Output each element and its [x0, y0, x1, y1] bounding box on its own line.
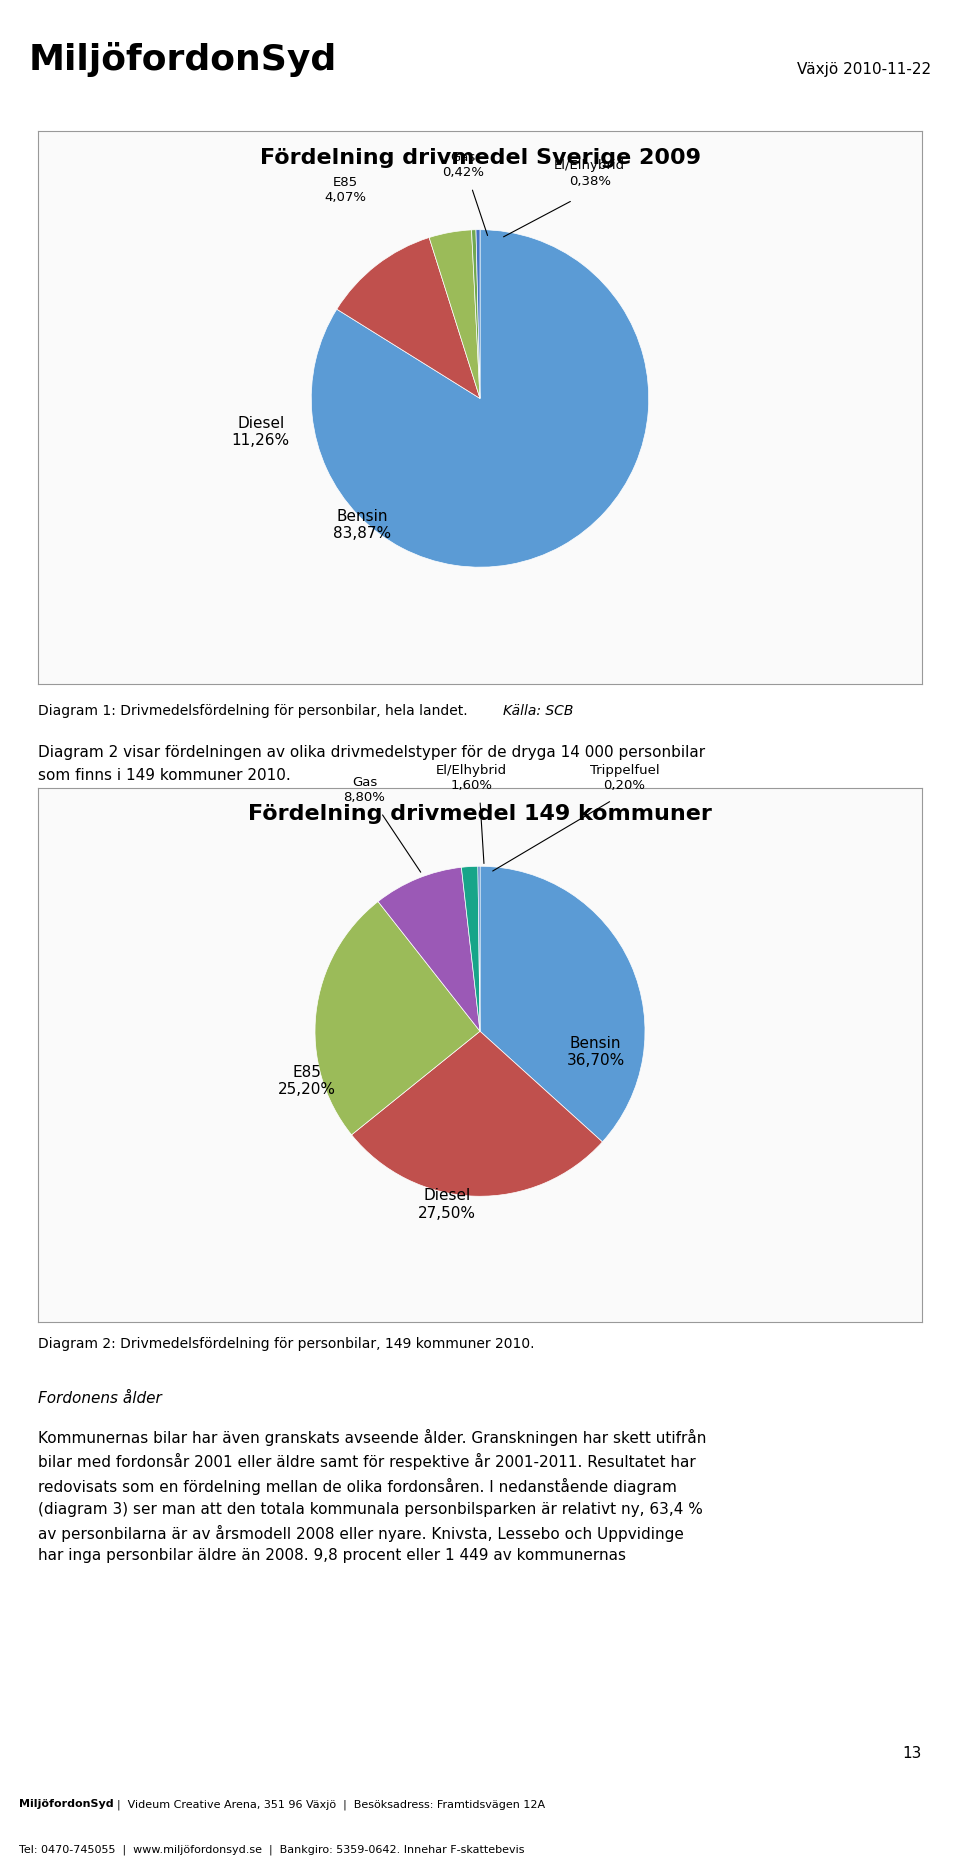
Text: Tel: 0470-745055  |  www.miljöfordonsyd.se  |  Bankgiro: 5359-0642. Innehar F-sk: Tel: 0470-745055 | www.miljöfordonsyd.se…: [19, 1845, 525, 1854]
Wedge shape: [471, 231, 480, 398]
Text: Gas
0,42%: Gas 0,42%: [443, 152, 484, 178]
Text: Diagram 2 visar fördelningen av olika drivmedelstyper för de dryga 14 000 person: Diagram 2 visar fördelningen av olika dr…: [38, 744, 706, 782]
Text: MiljöfordonSyd: MiljöfordonSyd: [29, 43, 337, 77]
Wedge shape: [480, 866, 645, 1142]
Wedge shape: [462, 866, 480, 1031]
Text: Fördelning drivmedel Sverige 2009: Fördelning drivmedel Sverige 2009: [259, 148, 701, 169]
Text: E85
25,20%: E85 25,20%: [277, 1065, 336, 1097]
Text: El/Elhybrid
1,60%: El/Elhybrid 1,60%: [436, 763, 507, 791]
Text: Bensin
83,87%: Bensin 83,87%: [333, 508, 391, 542]
Wedge shape: [478, 866, 480, 1031]
Text: Diesel
11,26%: Diesel 11,26%: [231, 416, 290, 448]
Wedge shape: [429, 231, 480, 398]
Text: Diagram 1: Drivmedelsfördelning för personbilar, hela landet.: Diagram 1: Drivmedelsfördelning för pers…: [38, 703, 472, 718]
Wedge shape: [311, 229, 649, 566]
Text: Kommunernas bilar har även granskats avseende ålder. Granskningen har skett utif: Kommunernas bilar har även granskats avs…: [38, 1429, 707, 1564]
Wedge shape: [337, 238, 480, 398]
Text: |  Videum Creative Arena, 351 96 Växjö  |  Besöksadress: Framtidsvägen 12A: | Videum Creative Arena, 351 96 Växjö | …: [109, 1800, 544, 1809]
Text: 13: 13: [902, 1746, 922, 1761]
Text: Diesel
27,50%: Diesel 27,50%: [418, 1189, 476, 1221]
Text: Bensin
36,70%: Bensin 36,70%: [566, 1035, 625, 1069]
Text: Växjö 2010-11-22: Växjö 2010-11-22: [797, 62, 931, 77]
Text: Fördelning drivmedel 149 kommuner: Fördelning drivmedel 149 kommuner: [248, 804, 712, 823]
Text: MiljöfordonSyd: MiljöfordonSyd: [19, 1800, 114, 1809]
Text: Trippelfuel
0,20%: Trippelfuel 0,20%: [589, 763, 660, 791]
Wedge shape: [315, 902, 480, 1134]
Text: Diagram 2: Drivmedelsfördelning för personbilar, 149 kommuner 2010.: Diagram 2: Drivmedelsfördelning för pers…: [38, 1337, 535, 1352]
Text: Gas
8,80%: Gas 8,80%: [344, 776, 385, 804]
Wedge shape: [476, 229, 480, 398]
Text: Källa: SCB: Källa: SCB: [503, 703, 573, 718]
Text: Fordonens ålder: Fordonens ålder: [38, 1391, 162, 1406]
Wedge shape: [351, 1031, 602, 1196]
Text: E85
4,07%: E85 4,07%: [324, 176, 366, 204]
Text: El/Elhybrid
0,38%: El/Elhybrid 0,38%: [554, 159, 625, 188]
Wedge shape: [378, 868, 480, 1031]
